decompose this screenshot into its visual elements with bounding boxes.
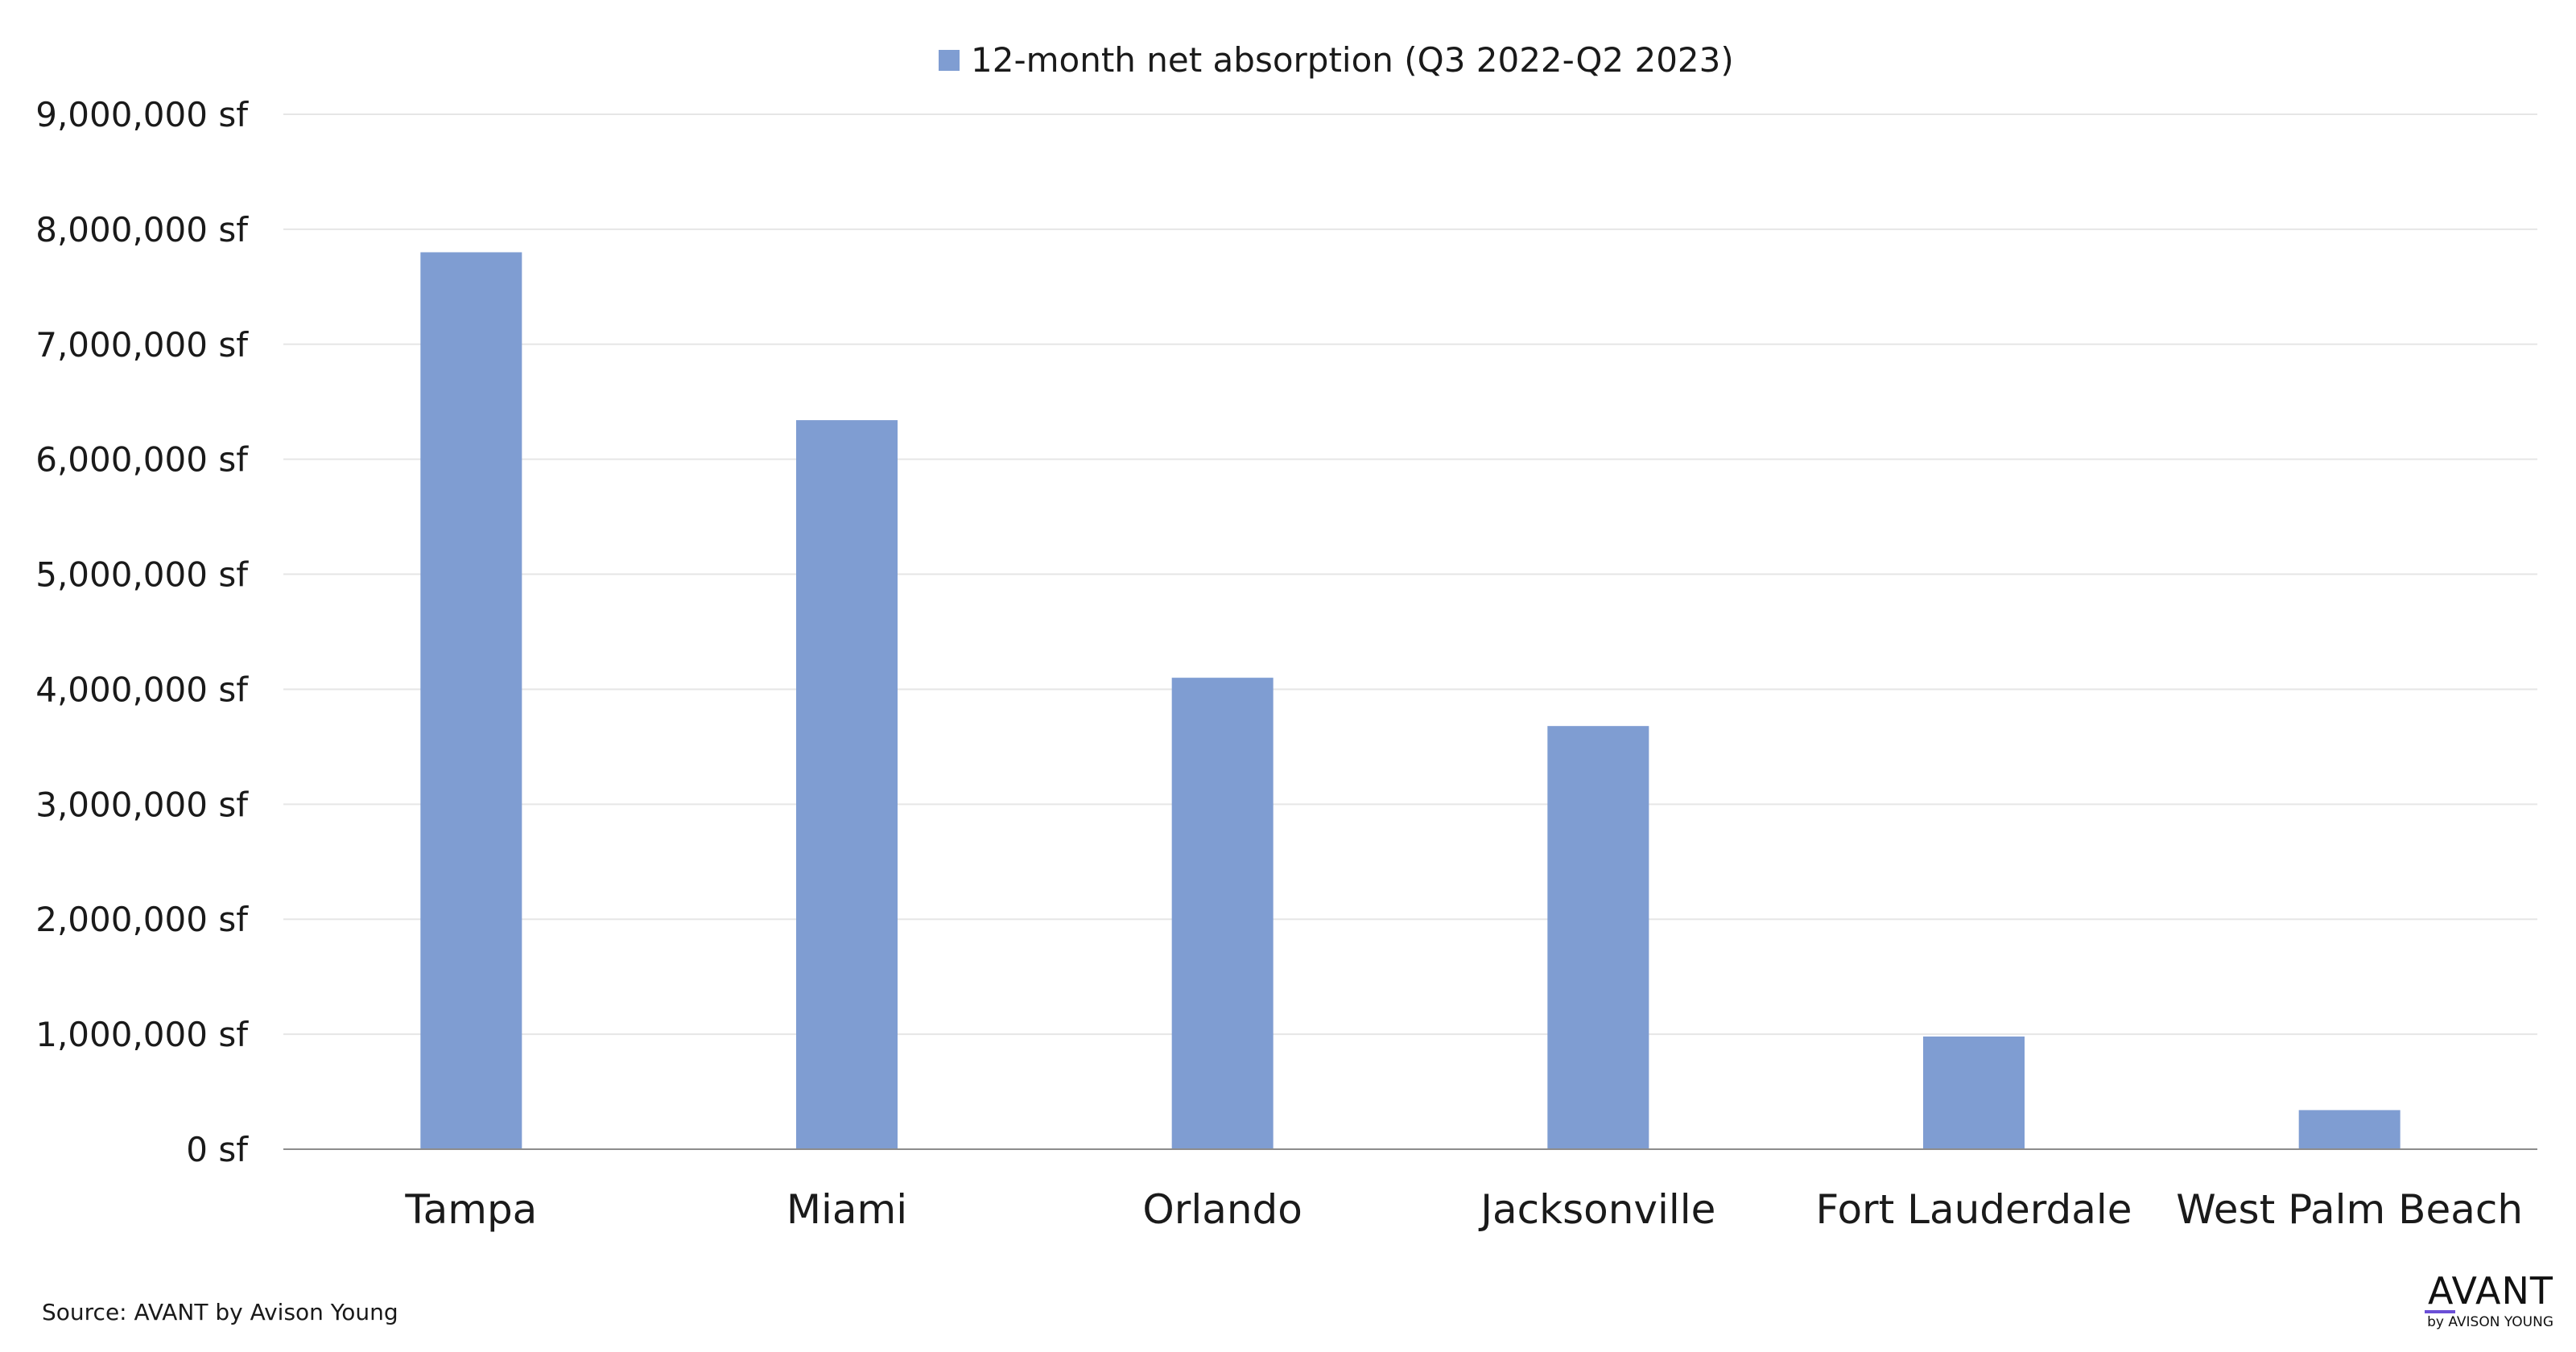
logo-wordmark: AVANT (2428, 1269, 2553, 1313)
y-tick-label: 0 sf (186, 1130, 249, 1169)
bars (420, 252, 2401, 1149)
y-axis-tick-labels: 0 sf 1,000,000 sf 2,000,000 sf 3,000,000 sf… (35, 95, 249, 1169)
legend-swatch (939, 50, 960, 71)
bar-west-palm-beach (2298, 1110, 2401, 1149)
bar-jacksonville (1547, 726, 1649, 1149)
y-tick-label: 8,000,000 sf (35, 210, 249, 249)
x-category-label: Jacksonville (1478, 1186, 1715, 1233)
y-tick-label: 2,000,000 sf (35, 900, 249, 939)
bar-fort-lauderdale (1923, 1036, 2025, 1149)
x-category-label: Miami (786, 1186, 907, 1233)
source-note: Source: AVANT by Avison Young (42, 1299, 398, 1325)
y-tick-label: 3,000,000 sf (35, 785, 249, 824)
x-category-label: Orlando (1142, 1186, 1302, 1233)
gridlines (283, 113, 2537, 1036)
logo-accent-bar (2425, 1310, 2455, 1313)
y-tick-label: 6,000,000 sf (35, 440, 249, 480)
bar-tampa (420, 252, 522, 1149)
y-tick-label: 5,000,000 sf (35, 555, 249, 595)
x-axis-category-labels: Tampa Miami Orlando Jacksonville Fort Lauder… (404, 1186, 2523, 1233)
logo-subtitle: by AVISON YOUNG (2427, 1314, 2553, 1330)
bar-miami (796, 420, 898, 1149)
x-category-label: Tampa (404, 1186, 537, 1233)
legend-label: 12-month net absorption (Q3 2022-Q2 2023… (971, 40, 1734, 80)
y-tick-label: 7,000,000 sf (35, 325, 249, 365)
y-tick-label: 1,000,000 sf (35, 1015, 249, 1054)
y-tick-label: 9,000,000 sf (35, 95, 249, 134)
y-tick-label: 4,000,000 sf (35, 670, 249, 709)
legend: 12-month net absorption (Q3 2022-Q2 2023… (939, 40, 1734, 80)
bar-orlando (1171, 678, 1274, 1149)
x-category-label: West Palm Beach (2176, 1186, 2523, 1233)
x-category-label: Fort Lauderdale (1815, 1186, 2132, 1233)
avant-logo: AVANT by AVISON YOUNG (2425, 1269, 2553, 1330)
